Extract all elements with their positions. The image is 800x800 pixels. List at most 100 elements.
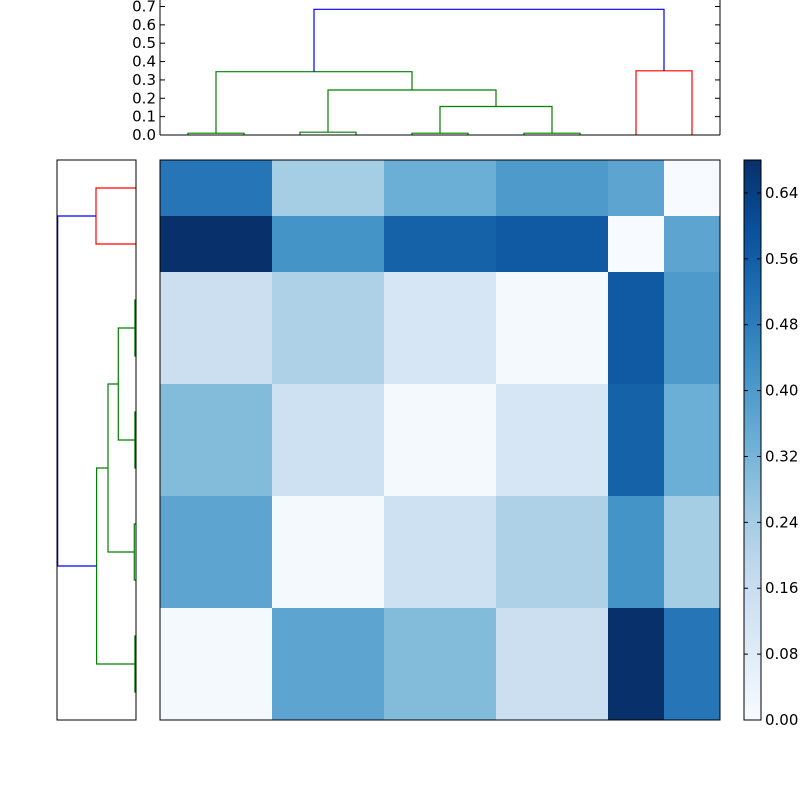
heatmap-cell bbox=[160, 272, 217, 329]
top-dendrogram-tick-label: 0.6 bbox=[132, 16, 156, 34]
heatmap-cell bbox=[384, 440, 441, 497]
heatmap-cell bbox=[216, 160, 273, 217]
heatmap-cell bbox=[440, 496, 497, 553]
left-dendrogram bbox=[56, 159, 137, 721]
top-dendrogram-link bbox=[215, 71, 413, 134]
heatmap-cell bbox=[328, 216, 385, 273]
left-dendrogram-link bbox=[117, 327, 135, 441]
heatmap-cell bbox=[664, 160, 721, 217]
top-dendrogram-tick-label: 0.1 bbox=[132, 108, 156, 126]
heatmap-cell bbox=[552, 496, 609, 553]
heatmap-cell bbox=[384, 552, 441, 609]
heatmap-cell bbox=[608, 328, 665, 385]
heatmap-cell bbox=[160, 216, 217, 273]
colorbar-gradient bbox=[743, 159, 762, 721]
heatmap-cell bbox=[552, 160, 609, 217]
heatmap-cell bbox=[496, 664, 553, 721]
heatmap-cell bbox=[328, 328, 385, 385]
heatmap-cell bbox=[496, 552, 553, 609]
top-dendrogram-tick-label: 0.5 bbox=[132, 34, 156, 52]
heatmap-cell bbox=[496, 160, 553, 217]
heatmap-cell bbox=[272, 664, 329, 721]
heatmap-cell bbox=[664, 272, 721, 329]
heatmap-cell bbox=[384, 160, 441, 217]
heatmap-cell bbox=[440, 552, 497, 609]
heatmap-cell bbox=[160, 384, 217, 441]
heatmap-cell bbox=[496, 384, 553, 441]
colorbar: 0.00 0.08 0.16 0.24 0.32 0.40 0.48 0.56 0.64 bbox=[743, 159, 798, 729]
heatmap-cell bbox=[608, 664, 665, 721]
heatmap-cell bbox=[272, 608, 329, 665]
heatmap-cell bbox=[272, 160, 329, 217]
heatmap-cell bbox=[608, 440, 665, 497]
top-dendrogram-tick-label: 0.3 bbox=[132, 71, 156, 89]
heatmap-cell bbox=[552, 272, 609, 329]
left-dendrogram-link bbox=[95, 467, 135, 665]
heatmap-cell bbox=[216, 496, 273, 553]
colorbar-tick-label: 0.64 bbox=[765, 184, 798, 202]
heatmap-cell bbox=[608, 272, 665, 329]
heatmap-cell bbox=[272, 496, 329, 553]
heatmap-cell bbox=[384, 664, 441, 721]
heatmap-cell bbox=[272, 272, 329, 329]
left-dendrogram-frame bbox=[56, 159, 137, 721]
heatmap-cell bbox=[440, 328, 497, 385]
colorbar-tick-label: 0.00 bbox=[765, 711, 798, 729]
heatmap-cell bbox=[552, 216, 609, 273]
heatmap-cell bbox=[552, 440, 609, 497]
heatmap-cell bbox=[384, 384, 441, 441]
heatmap-cell bbox=[608, 496, 665, 553]
heatmap-cell bbox=[440, 608, 497, 665]
heatmap-cell bbox=[216, 272, 273, 329]
heatmap-cell bbox=[384, 608, 441, 665]
heatmap-cell bbox=[216, 328, 273, 385]
heatmap-cell bbox=[216, 384, 273, 441]
heatmap-cell bbox=[384, 272, 441, 329]
heatmap-cell bbox=[608, 384, 665, 441]
heatmap-cell bbox=[496, 328, 553, 385]
heatmap-cell bbox=[328, 160, 385, 217]
heatmap-cell bbox=[664, 552, 721, 609]
heatmap-cell bbox=[384, 496, 441, 553]
heatmap-cell bbox=[552, 552, 609, 609]
heatmap-cell bbox=[496, 216, 553, 273]
heatmap-cell bbox=[160, 496, 217, 553]
heatmap-cell bbox=[328, 608, 385, 665]
colorbar-tick-label: 0.48 bbox=[765, 316, 798, 334]
heatmap bbox=[159, 159, 721, 721]
top-dendrogram-link bbox=[327, 89, 497, 133]
colorbar-tick-label: 0.16 bbox=[765, 579, 798, 597]
heatmap-cell bbox=[664, 496, 721, 553]
left-dendrogram-link bbox=[107, 383, 135, 553]
heatmap-cell bbox=[216, 552, 273, 609]
heatmap-cell bbox=[496, 608, 553, 665]
heatmap-cell bbox=[216, 608, 273, 665]
top-dendrogram-tick-label: 0.0 bbox=[132, 126, 156, 144]
heatmap-cell bbox=[216, 216, 273, 273]
heatmap-cell bbox=[216, 440, 273, 497]
top-dendrogram-link bbox=[635, 70, 693, 135]
heatmap-cell bbox=[440, 216, 497, 273]
top-dendrogram-tick-label: 0.4 bbox=[132, 53, 156, 71]
heatmap-cell bbox=[272, 384, 329, 441]
top-dendrogram-link bbox=[439, 105, 553, 134]
heatmap-cell bbox=[440, 160, 497, 217]
heatmap-cell bbox=[328, 664, 385, 721]
heatmap-cell bbox=[384, 328, 441, 385]
left-dendrogram-link bbox=[57, 215, 97, 567]
top-dendrogram-link bbox=[313, 8, 665, 72]
heatmap-cell bbox=[328, 272, 385, 329]
heatmap-cell bbox=[272, 328, 329, 385]
heatmap-cell bbox=[272, 216, 329, 273]
colorbar-tick-label: 0.24 bbox=[765, 513, 798, 531]
heatmap-cell bbox=[328, 384, 385, 441]
heatmap-cell bbox=[160, 328, 217, 385]
colorbar-tick-label: 0.32 bbox=[765, 447, 798, 465]
heatmap-cell bbox=[328, 552, 385, 609]
colorbar-tick-label: 0.56 bbox=[765, 250, 798, 268]
heatmap-cell bbox=[160, 608, 217, 665]
heatmap-cell bbox=[160, 664, 217, 721]
heatmap-cell bbox=[272, 552, 329, 609]
heatmap-cell bbox=[608, 552, 665, 609]
